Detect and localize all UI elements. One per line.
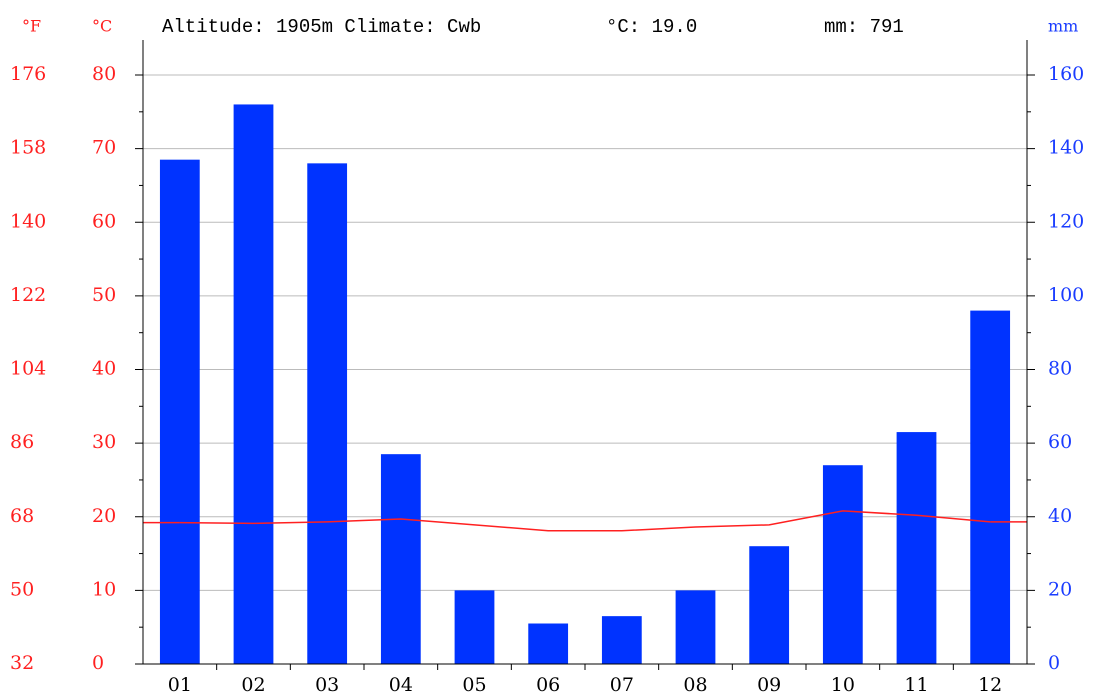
- x-tick-label: 08: [683, 674, 707, 696]
- y-tick-label: 60: [92, 210, 116, 232]
- bar: [970, 310, 1011, 664]
- mean-temp: °C: 19.0: [606, 16, 697, 38]
- bar: [159, 159, 200, 664]
- y-tick-label: 20: [92, 505, 116, 527]
- f-tick-label: 122: [10, 284, 46, 306]
- f-tick-label: 32: [10, 652, 34, 674]
- y-tick-label: 30: [92, 431, 116, 453]
- x-tick-label: 05: [462, 674, 486, 696]
- y2-tick-label: 100: [1048, 284, 1084, 306]
- bar: [822, 465, 863, 664]
- y2-tick-label: 140: [1048, 137, 1084, 159]
- y2-tick-label: 0: [1048, 652, 1060, 674]
- x-tick-label: 11: [904, 674, 928, 696]
- y2-tick-label: 20: [1048, 578, 1072, 600]
- mm-axis-label: mm: [1048, 17, 1078, 36]
- x-tick-label: 06: [536, 674, 560, 696]
- f-tick-label: 50: [10, 578, 34, 600]
- x-tick-label: 12: [978, 674, 1002, 696]
- bar: [675, 590, 716, 664]
- bar: [380, 454, 421, 664]
- x-tick-label: 03: [315, 674, 339, 696]
- f-tick-label: 86: [10, 431, 34, 453]
- y-tick-label: 10: [92, 578, 116, 600]
- bar: [454, 590, 495, 664]
- x-tick-label: 07: [610, 674, 634, 696]
- y2-tick-label: 120: [1048, 210, 1084, 232]
- bar: [601, 616, 642, 664]
- f-axis-label: °F: [22, 17, 41, 36]
- f-tick-label: 104: [10, 358, 46, 380]
- x-tick-label: 04: [389, 674, 413, 696]
- y2-tick-label: 160: [1048, 63, 1084, 85]
- f-tick-label: 176: [10, 63, 46, 85]
- x-tick-label: 01: [168, 674, 192, 696]
- x-tick-label: 09: [757, 674, 781, 696]
- y2-tick-label: 60: [1048, 431, 1072, 453]
- x-tick-label: 02: [241, 674, 265, 696]
- temperature-line: [179, 510, 991, 532]
- f-tick-label: 68: [10, 505, 34, 527]
- y-tick-label: 70: [92, 137, 116, 159]
- y-tick-label: 40: [92, 358, 116, 380]
- bar: [896, 432, 937, 664]
- y2-tick-label: 80: [1048, 358, 1072, 380]
- bar: [749, 546, 790, 664]
- header: Altitude: 1905m Climate: Cwb: [162, 16, 481, 38]
- f-tick-label: 158: [10, 137, 46, 159]
- y-tick-label: 50: [92, 284, 116, 306]
- x-tick-label: 10: [831, 674, 855, 696]
- y2-tick-label: 40: [1048, 505, 1072, 527]
- y-tick-label: 0: [92, 652, 104, 674]
- f-tick-label: 140: [10, 210, 46, 232]
- bar: [307, 163, 348, 664]
- bar: [233, 104, 274, 664]
- bar: [528, 623, 569, 664]
- total-precip: mm: 791: [824, 16, 904, 38]
- c-axis-label: °C: [92, 17, 112, 36]
- y-tick-label: 80: [92, 63, 116, 85]
